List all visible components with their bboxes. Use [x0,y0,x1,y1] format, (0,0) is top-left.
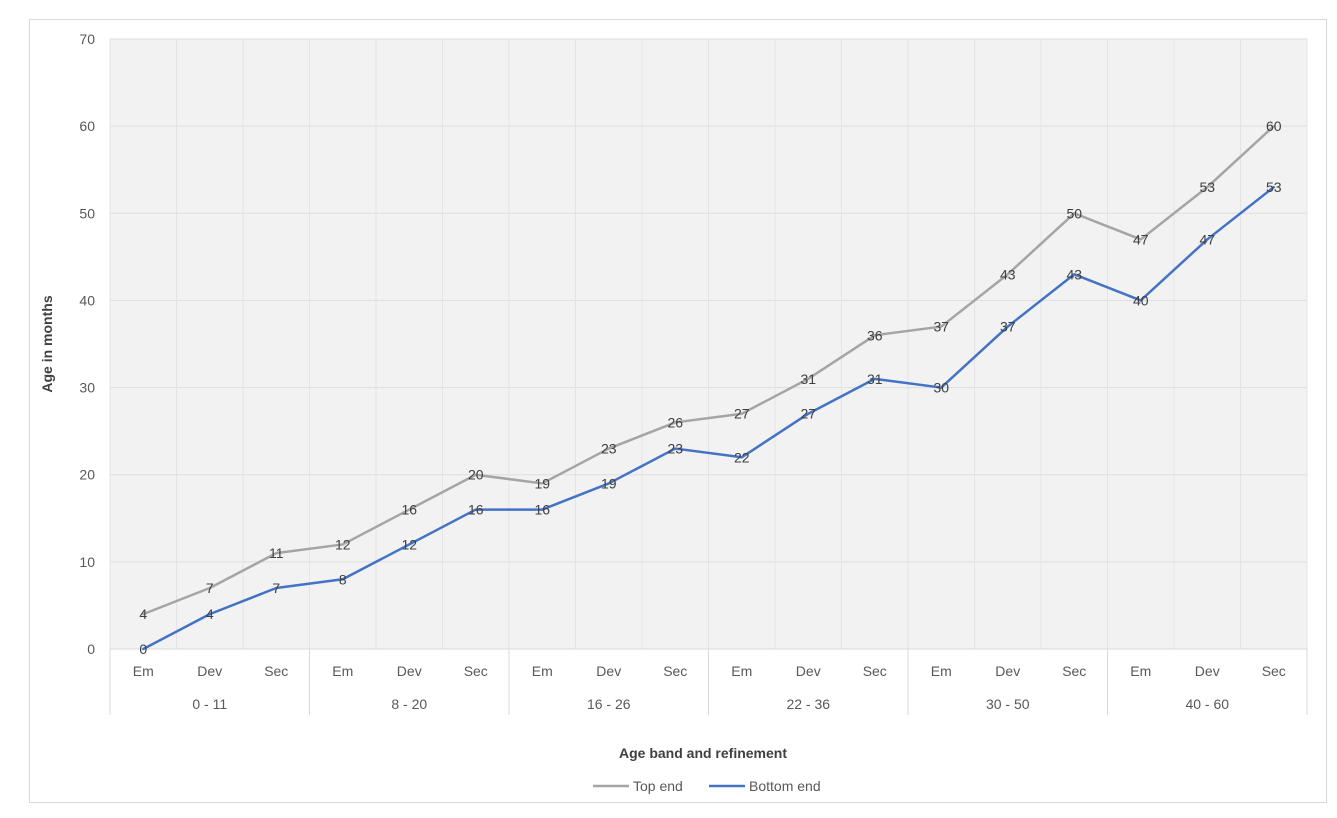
legend: Top end Bottom end [593,778,821,794]
data-label: 16 [468,502,484,518]
y-tick-label: 20 [79,467,95,483]
data-label: 19 [534,475,550,491]
data-label: 50 [1066,205,1082,221]
data-label: 22 [734,449,750,465]
data-label: 0 [139,641,147,657]
x-tick-label: Em [532,663,553,679]
x-tick-label: Em [731,663,752,679]
data-label: 43 [1066,266,1082,282]
data-label: 12 [335,536,351,552]
data-label: 37 [933,319,949,335]
x-axis: Em Dev Sec Em Dev Sec Em Dev Sec Em Dev Sec Em Dev Sec… [109,648,1308,715]
y-tick-label: 50 [79,205,95,221]
data-label: 47 [1133,231,1149,247]
x-tick-label: Dev [1195,663,1220,679]
x-tick-label: Sec [464,663,488,679]
data-label: 37 [1000,319,1016,335]
y-tick-label: 60 [79,118,95,134]
data-label: 7 [206,580,214,596]
x-tick-label: Dev [796,663,821,679]
x-tick-label: Dev [397,663,422,679]
data-label: 43 [1000,266,1016,282]
data-label: 11 [269,545,284,561]
y-tick-label: 40 [79,292,95,308]
data-label: 4 [206,606,214,622]
group-label: 0 - 11 [192,696,227,712]
data-label: 47 [1199,231,1215,247]
group-label: 16 - 26 [587,696,631,712]
x-tick-label: Em [332,663,353,679]
x-tick-label: Dev [995,663,1020,679]
data-label: 27 [800,406,816,422]
data-label: 16 [401,502,417,518]
legend-label: Bottom end [749,778,821,794]
data-label: 30 [933,380,949,396]
data-label: 20 [468,467,484,483]
data-label: 16 [534,502,550,518]
data-labels: 4711121620192326273136374350475360047812… [139,118,1281,657]
y-tick-label: 70 [79,31,95,47]
x-tick-label: Em [133,663,154,679]
x-tick-label: Em [1130,663,1151,679]
y-tick-label: 0 [87,641,95,657]
x-tick-label: Sec [264,663,288,679]
data-label: 26 [667,414,683,430]
x-tick-label: Sec [663,663,687,679]
group-label: 40 - 60 [1185,696,1229,712]
x-tick-label: Sec [863,663,887,679]
data-label: 23 [667,441,683,457]
series-line-bottom-end [142,185,1275,651]
data-label: 27 [734,406,750,422]
y-axis: 0 10 20 30 40 50 60 70 [79,31,95,657]
data-label: 53 [1199,179,1215,195]
gridlines [109,38,1308,649]
x-axis-title: Age band and refinement [619,745,787,761]
y-tick-label: 10 [79,554,95,570]
data-label: 31 [800,371,816,387]
data-label: 31 [867,371,883,387]
data-label: 7 [272,580,280,596]
series-lines [142,124,1275,651]
data-label: 53 [1266,179,1282,195]
data-label: 60 [1266,118,1282,134]
x-tick-label: Em [931,663,952,679]
data-label: 4 [139,606,147,622]
data-label: 36 [867,327,883,343]
x-tick-label: Dev [596,663,621,679]
group-label: 8 - 20 [391,696,427,712]
x-tick-label: Sec [1262,663,1286,679]
x-tick-label: Dev [197,663,222,679]
data-label: 8 [339,571,347,587]
group-label: 22 - 36 [786,696,830,712]
data-label: 12 [401,536,417,552]
y-axis-title: Age in months [39,295,55,392]
x-tick-label: Sec [1062,663,1086,679]
data-label: 19 [601,475,617,491]
series-line-top-end [142,124,1275,616]
data-label: 23 [601,441,617,457]
group-label: 30 - 50 [986,696,1030,712]
data-label: 40 [1133,292,1149,308]
legend-label: Top end [633,778,683,794]
y-tick-label: 30 [79,380,95,396]
